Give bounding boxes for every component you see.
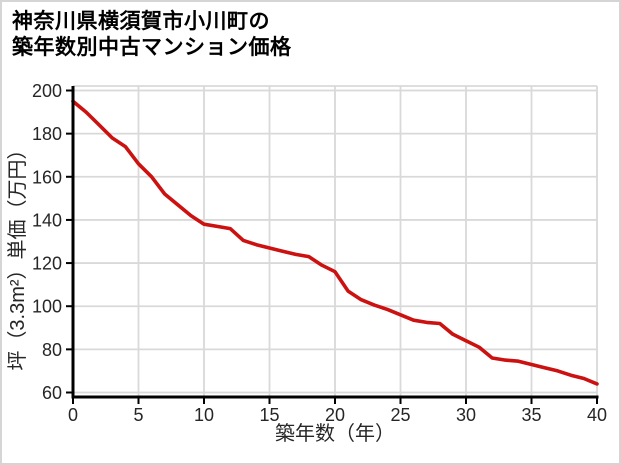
chart-title: 神奈川県横須賀市小川町の 築年数別中古マンション価格 — [12, 9, 292, 61]
axes — [66, 86, 599, 404]
x-tick-label: 5 — [133, 405, 143, 425]
y-tick-label: 60 — [42, 383, 62, 403]
x-tick-label: 0 — [68, 405, 78, 425]
x-tick-label: 40 — [587, 405, 607, 425]
chart-title-line2: 築年数別中古マンション価格 — [12, 36, 292, 59]
gridlines — [73, 85, 598, 396]
y-tick-label: 120 — [32, 254, 62, 274]
y-tick-label: 180 — [32, 124, 62, 144]
price-line-layer — [71, 99, 599, 386]
y-tick-label: 80 — [42, 340, 62, 360]
price-line — [71, 99, 599, 386]
y-tick-label: 200 — [32, 81, 62, 101]
y-axis-label: 坪（3.3m²）単価（万円） — [6, 139, 29, 370]
x-tick-label: 35 — [521, 405, 541, 425]
x-tick-label: 15 — [259, 405, 279, 425]
x-tick-label: 20 — [325, 405, 345, 425]
x-tick-label: 10 — [194, 405, 214, 425]
y-tick-label: 100 — [32, 297, 62, 317]
y-tick-label: 160 — [32, 167, 62, 187]
y-tick-label: 140 — [32, 210, 62, 230]
tick-labels: 0 5 10 15 20 25 30 35 40 60 80 100 120 140 160 180 200 — [32, 81, 607, 425]
chart-title-line1: 神奈川県横須賀市小川町の — [12, 10, 270, 33]
x-tick-label: 25 — [390, 405, 410, 425]
x-axis-label: 築年数（年） — [275, 422, 395, 445]
x-tick-label: 30 — [456, 405, 476, 425]
